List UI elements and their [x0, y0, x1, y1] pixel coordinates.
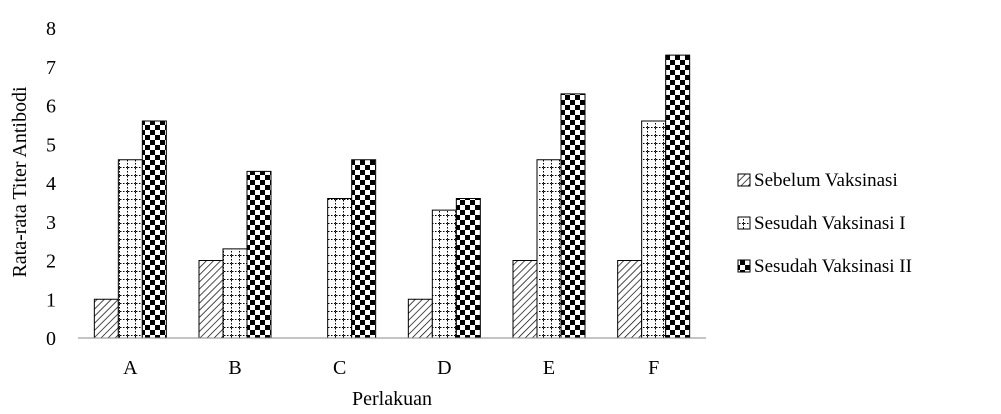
x-tick-label: A: [123, 357, 138, 379]
bar-sesudah-vaksinasi-ii-f: [665, 54, 691, 339]
y-tick-label: 3: [46, 212, 56, 234]
y-tick-label: 2: [46, 251, 56, 273]
legend-swatch-sesudah-vaksinasi-i: [737, 216, 751, 230]
y-tick-label: 4: [46, 173, 56, 195]
x-tick-label: E: [543, 357, 555, 379]
x-tick-label: F: [648, 357, 659, 379]
bar-sesudah-vaksinasi-i-f: [641, 120, 667, 339]
x-tick-label: B: [228, 357, 241, 379]
bar-sesudah-vaksinasi-ii-c: [351, 159, 377, 339]
x-tick-label: C: [333, 357, 346, 379]
y-tick-label: 6: [46, 96, 56, 118]
bar-sebelum-vaksinasi-a: [93, 298, 119, 339]
legend-swatch-sesudah-vaksinasi-ii: [737, 259, 751, 273]
x-axis-title: Perlakuan: [352, 388, 432, 410]
y-tick-label: 5: [46, 134, 56, 156]
bar-sebelum-vaksinasi-f: [617, 260, 643, 339]
x-axis-tick-labels: A B C D E F: [123, 357, 659, 379]
y-tick-label: 0: [46, 328, 56, 350]
bars-group: [93, 54, 691, 339]
legend-swatch-sebelum-vaksinasi: [737, 173, 751, 187]
bar-sesudah-vaksinasi-i-b: [222, 248, 248, 339]
y-tick-label: 8: [46, 18, 56, 40]
bar-sesudah-vaksinasi-ii-a: [141, 120, 167, 339]
bar-sesudah-vaksinasi-i-a: [117, 159, 143, 339]
legend-label-sesudah-vaksinasi-ii: Sesudah Vaksinasi II: [754, 256, 912, 277]
bar-sebelum-vaksinasi-d: [407, 298, 433, 339]
legend-label-sebelum-vaksinasi: Sebelum Vaksinasi: [754, 170, 898, 191]
bar-sesudah-vaksinasi-ii-e: [560, 93, 586, 339]
y-axis-title: Rata-rata Titer Antibodi: [9, 86, 31, 278]
legend: Sebelum Vaksinasi Sesudah Vaksinasi I Sesu…: [737, 170, 912, 277]
bar-sesudah-vaksinasi-ii-b: [246, 170, 272, 339]
bar-sebelum-vaksinasi-e: [512, 260, 538, 339]
bar-sesudah-vaksinasi-i-c: [327, 198, 353, 339]
y-tick-label: 7: [46, 57, 56, 79]
bar-sebelum-vaksinasi-b: [198, 260, 224, 339]
bar-sesudah-vaksinasi-ii-d: [455, 198, 481, 339]
bar-sesudah-vaksinasi-i-e: [536, 159, 562, 339]
legend-label-sesudah-vaksinasi-i: Sesudah Vaksinasi I: [754, 213, 906, 234]
y-axis-tick-labels: 0 1 2 3 4 5 6 7 8: [46, 18, 56, 350]
bar-sesudah-vaksinasi-i-d: [431, 209, 457, 339]
x-tick-label: D: [437, 357, 451, 379]
y-tick-label: 1: [46, 289, 56, 311]
